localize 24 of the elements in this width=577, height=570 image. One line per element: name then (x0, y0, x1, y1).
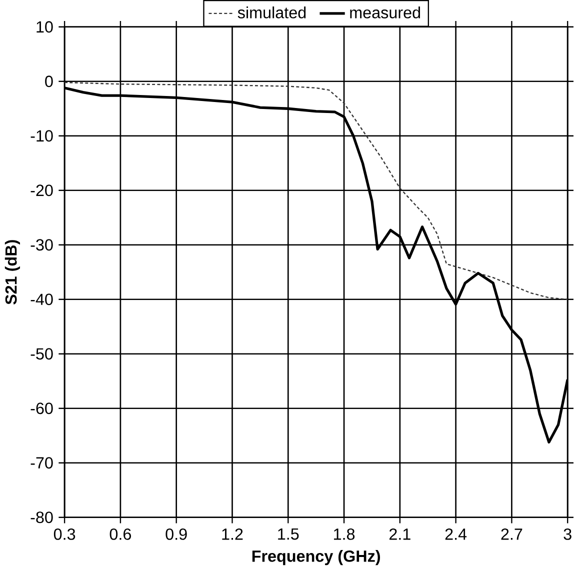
x-tick-label: 0.6 (110, 528, 131, 540)
y-axis-title: S21 (dB) (4, 240, 20, 304)
y-tick-label: -50 (30, 348, 53, 360)
y-tick-label: -80 (30, 512, 53, 524)
y-tick-label: 10 (36, 21, 53, 33)
x-tick-label: 1.2 (222, 528, 243, 540)
y-tick-label: -10 (30, 130, 53, 142)
y-tick-label: -20 (30, 184, 53, 196)
x-tick-label: 3 (564, 528, 572, 540)
y-tick-label: -60 (30, 402, 53, 414)
y-tick-label: -70 (30, 457, 53, 469)
x-tick-label: 1.5 (278, 528, 299, 540)
legend-label: measured (350, 6, 420, 18)
x-tick-label: 2.1 (389, 528, 410, 540)
x-axis-title: Frequency (GHz) (252, 550, 380, 566)
y-tick-label: 0 (45, 76, 53, 88)
x-tick-label: 2.4 (445, 528, 467, 540)
x-tick-label: 0.3 (54, 528, 76, 540)
x-tick-label: 0.9 (166, 528, 187, 540)
legend-label: simulated (238, 6, 306, 18)
y-tick-label: -40 (30, 294, 53, 306)
x-tick-label: 1.8 (334, 528, 355, 540)
x-tick-label: 2.7 (501, 528, 522, 540)
y-tick-label: -30 (30, 239, 53, 251)
